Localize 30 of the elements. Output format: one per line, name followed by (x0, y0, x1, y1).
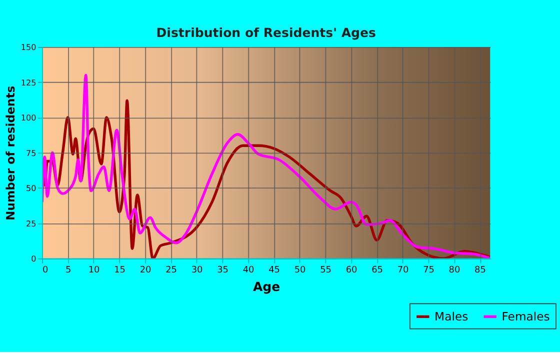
y-axis-title: Number of residents (4, 86, 18, 220)
x-tick-label: 35 (217, 265, 228, 276)
legend-label: Females (502, 309, 550, 324)
x-axis-title: Age (252, 279, 280, 294)
x-tick-label: 80 (448, 265, 461, 276)
x-tick-label: 5 (65, 265, 72, 276)
x-tick-label: 20 (140, 265, 152, 276)
y-tick-label: 0 (31, 254, 36, 264)
chart-title: Distribution of Residents' Ages (156, 25, 376, 40)
x-tick-label: 25 (166, 265, 177, 276)
x-tick-label: 65 (372, 265, 383, 276)
x-tick-label: 85 (474, 265, 486, 276)
x-tick-label: 40 (242, 265, 255, 276)
y-tick-label: 125 (20, 78, 36, 88)
x-tick-label: 70 (397, 265, 410, 276)
y-tick-label: 100 (20, 114, 36, 123)
y-tick-label: 75 (26, 148, 36, 158)
x-tick-label: 10 (88, 265, 100, 276)
y-tick-label: 50 (26, 184, 36, 194)
x-tick-label: 45 (268, 265, 280, 276)
legend-label: Males (434, 309, 468, 324)
y-tick-label: 25 (26, 219, 36, 228)
x-tick-label: 30 (191, 265, 204, 276)
x-tick-label: 60 (346, 265, 358, 276)
x-tick-label: 75 (423, 265, 434, 276)
x-tick-label: 50 (294, 265, 306, 276)
x-tick-label: 55 (320, 265, 332, 276)
x-tick-label: 15 (114, 265, 126, 276)
x-tick-label: 0 (42, 265, 49, 276)
y-tick-label: 150 (20, 43, 36, 52)
